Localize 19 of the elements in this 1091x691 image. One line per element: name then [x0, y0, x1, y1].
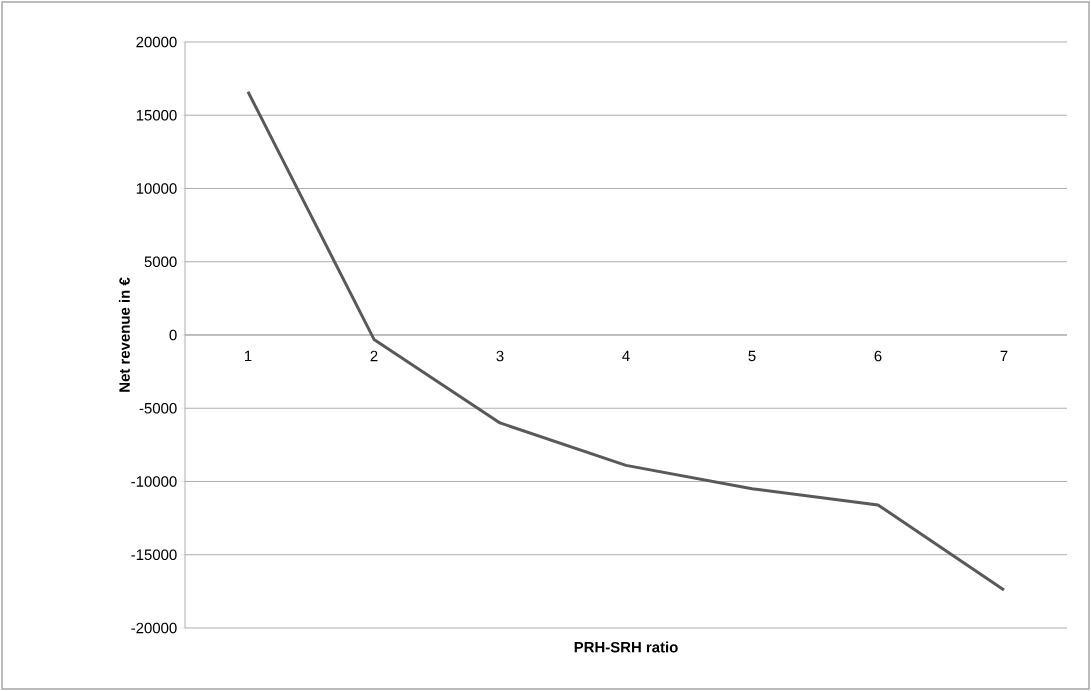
x-tick-label: 3: [496, 350, 504, 362]
y-tick-label: -20000: [131, 622, 177, 634]
x-tick-label: 6: [874, 350, 882, 362]
x-tick-label: 4: [622, 350, 630, 362]
line-series: [246, 90, 1006, 592]
y-tick-label: -15000: [131, 549, 177, 561]
y-tick-label: 10000: [136, 183, 177, 194]
x-tick-label: 2: [370, 350, 378, 362]
x-tick-label: 1: [245, 350, 252, 362]
x-tick-label: 5: [748, 350, 756, 362]
y-tick-label: 15000: [136, 109, 177, 121]
y-tick-label: -10000: [131, 476, 177, 487]
x-tick-label: 7: [1000, 350, 1008, 362]
x-axis-title: PRH-SRH ratio: [574, 641, 678, 653]
y-tick-label: -5000: [139, 402, 177, 414]
y-tick-label: 20000: [136, 36, 177, 48]
y-axis-title: Net revenue in €: [118, 277, 130, 392]
y-tick-label: 0: [169, 329, 177, 341]
y-tick-label: 5000: [144, 256, 177, 268]
